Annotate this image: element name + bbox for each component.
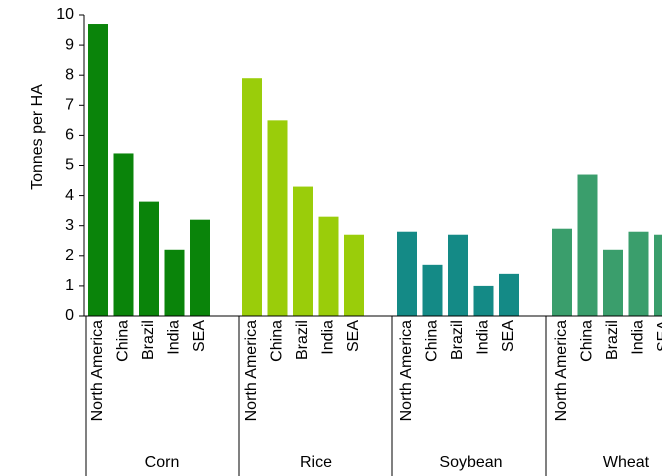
group-label-wheat: Wheat — [603, 454, 650, 471]
bar-rice-brazil — [293, 186, 313, 316]
x-tick-label: China — [115, 320, 132, 362]
bar-rice-india — [318, 216, 339, 316]
x-tick-label: North America — [553, 320, 570, 421]
bar-soybean-china — [422, 264, 443, 316]
y-tick-label: 3 — [65, 217, 74, 234]
bar-corn-india — [164, 249, 185, 316]
bar-wheat-china — [577, 174, 598, 316]
x-tick-label: China — [579, 320, 596, 362]
x-tick-label: SEA — [500, 320, 517, 352]
bar-corn-sea — [190, 219, 210, 316]
x-tick-label: SEA — [345, 320, 362, 352]
x-tick-label: Brazil — [449, 320, 466, 360]
bar-soybean-brazil — [448, 234, 468, 316]
bar-group-wheat — [552, 174, 662, 316]
x-tick-label: North America — [243, 320, 260, 421]
x-tick-label: Brazil — [604, 320, 621, 360]
group-label-soybean: Soybean — [439, 454, 502, 471]
bar-group-rice — [242, 78, 364, 317]
y-tick-label: 5 — [65, 157, 74, 174]
x-tick-label: India — [475, 320, 492, 355]
bar-wheat-india — [628, 231, 649, 316]
x-tick-label: China — [269, 320, 286, 362]
y-tick-label: 1 — [65, 277, 74, 294]
group-label-rice: Rice — [300, 454, 332, 471]
y-tick-label: 2 — [65, 247, 74, 264]
x-axis: North America China Brazil India SEA Corn Nort… — [84, 315, 662, 476]
y-tick-label: 4 — [65, 187, 74, 204]
bar-rice-china — [267, 120, 288, 316]
x-tick-label: China — [424, 320, 441, 362]
bar-wheat-sea — [654, 234, 662, 316]
bar-wheat-brazil — [603, 249, 623, 316]
x-tick-label: North America — [89, 320, 106, 421]
bar-corn-north-america — [88, 24, 108, 317]
x-tick-label: Brazil — [294, 320, 311, 360]
y-tick-label: 6 — [65, 127, 74, 144]
y-tick-label: 7 — [65, 97, 74, 114]
x-tick-label: SEA — [655, 320, 662, 352]
bar-rice-north-america — [242, 78, 262, 317]
y-tick-label: 10 — [56, 6, 74, 23]
bar-soybean-north-america — [397, 231, 417, 316]
bar-rice-sea — [344, 234, 364, 316]
bar-corn-brazil — [139, 201, 159, 316]
bar-corn-china — [113, 153, 134, 316]
bar-wheat-north-america — [552, 228, 572, 316]
x-tick-label: Brazil — [140, 320, 157, 360]
bar-soybean-india — [473, 285, 494, 316]
y-axis-label: Tonnes per HA — [29, 84, 46, 190]
bar-soybean-sea — [499, 273, 519, 316]
x-tick-label: SEA — [191, 320, 208, 352]
x-tick-label: India — [630, 320, 647, 355]
bars — [88, 24, 662, 317]
y-tick-label: 9 — [65, 36, 74, 53]
x-tick-label: North America — [398, 320, 415, 421]
y-axis: 0 1 2 3 4 5 6 7 8 9 10 — [56, 6, 85, 324]
x-tick-label: India — [166, 320, 183, 355]
y-tick-label: 8 — [65, 66, 74, 83]
bar-group-soybean — [397, 231, 519, 316]
x-tick-label: India — [320, 320, 337, 355]
bar-group-corn — [88, 24, 210, 317]
y-tick-label: 0 — [65, 307, 74, 324]
group-label-corn: Corn — [145, 454, 180, 471]
